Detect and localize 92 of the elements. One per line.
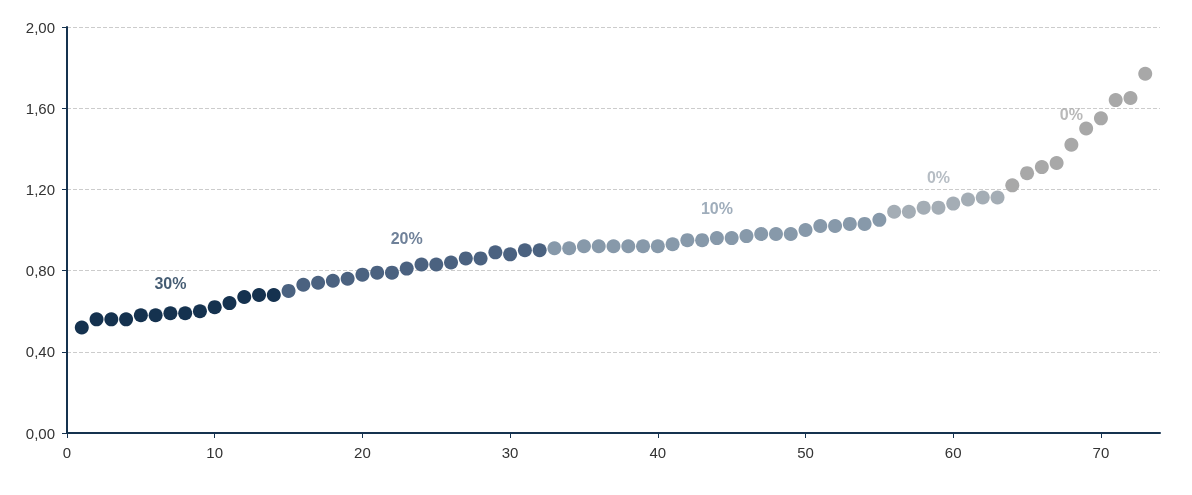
point	[990, 190, 1005, 205]
point	[133, 308, 148, 323]
point	[296, 277, 311, 292]
point	[591, 239, 606, 254]
point	[1034, 160, 1049, 175]
point	[636, 239, 651, 254]
point	[281, 283, 296, 298]
point	[916, 200, 931, 215]
x-tick-label: 30	[501, 444, 519, 461]
point	[857, 216, 872, 231]
annotation: 0%	[926, 169, 951, 187]
point	[1108, 93, 1123, 108]
point	[813, 218, 828, 233]
point	[621, 239, 636, 254]
point	[1093, 111, 1108, 126]
point	[606, 239, 621, 254]
point	[562, 241, 577, 256]
point	[680, 233, 695, 248]
point	[1049, 156, 1064, 171]
y-tick-label: 1,20	[25, 180, 55, 198]
point	[340, 271, 355, 286]
point	[739, 229, 754, 244]
point	[828, 218, 843, 233]
point	[444, 255, 459, 270]
point	[961, 192, 975, 207]
point	[1064, 137, 1079, 152]
point	[946, 196, 961, 211]
point	[370, 265, 385, 280]
point	[74, 320, 89, 335]
point	[532, 243, 547, 258]
point	[724, 231, 739, 246]
point	[517, 243, 532, 258]
point	[207, 300, 222, 315]
point	[798, 223, 813, 237]
point	[754, 227, 769, 242]
y-tick-label: 0,80	[25, 262, 55, 280]
annotation: 0%	[1059, 106, 1083, 124]
y-tick-label: 0,40	[25, 343, 55, 361]
point	[901, 204, 916, 219]
point	[311, 275, 326, 290]
point	[104, 312, 119, 327]
point	[266, 287, 281, 302]
point	[547, 241, 562, 256]
point	[252, 287, 267, 302]
x-tick-label: 70	[1092, 444, 1110, 461]
point	[458, 251, 473, 266]
point	[399, 261, 414, 276]
point	[429, 257, 444, 272]
point	[842, 216, 857, 231]
point	[665, 237, 680, 252]
annotation: 30%	[154, 274, 187, 292]
point	[931, 200, 946, 215]
x-tick-label: 60	[944, 444, 962, 461]
point	[163, 306, 178, 321]
point	[325, 273, 340, 288]
point	[1138, 66, 1153, 81]
point	[783, 227, 798, 242]
point	[1079, 121, 1094, 136]
x-tick-label: 50	[797, 444, 814, 461]
x-tick-label: 40	[649, 444, 667, 461]
point	[503, 247, 518, 262]
point	[119, 312, 134, 327]
x-tick-label: 20	[354, 444, 371, 461]
point	[975, 190, 990, 205]
point	[695, 233, 710, 248]
y-tick-label: 1,60	[25, 99, 55, 117]
point	[237, 289, 252, 304]
point	[1005, 178, 1020, 193]
point	[222, 296, 237, 311]
point	[709, 231, 724, 246]
point	[473, 251, 488, 266]
y-tick-label: 2,00	[25, 18, 55, 36]
point	[1020, 166, 1035, 181]
point	[178, 306, 193, 321]
x-tick-label: 0	[62, 444, 72, 461]
point	[355, 267, 370, 282]
point	[768, 227, 783, 242]
point	[488, 245, 503, 260]
point	[192, 304, 207, 319]
y-tick-label: 0,00	[25, 424, 55, 442]
point	[576, 239, 591, 254]
point	[887, 204, 902, 219]
point	[1123, 91, 1138, 106]
x-tick-label: 10	[206, 444, 224, 461]
annotation: 20%	[390, 230, 423, 248]
point	[650, 239, 665, 254]
point	[414, 257, 429, 272]
point	[872, 212, 887, 227]
annotation: 10%	[700, 199, 733, 217]
point	[89, 312, 104, 327]
point	[384, 265, 399, 280]
point	[148, 308, 163, 323]
